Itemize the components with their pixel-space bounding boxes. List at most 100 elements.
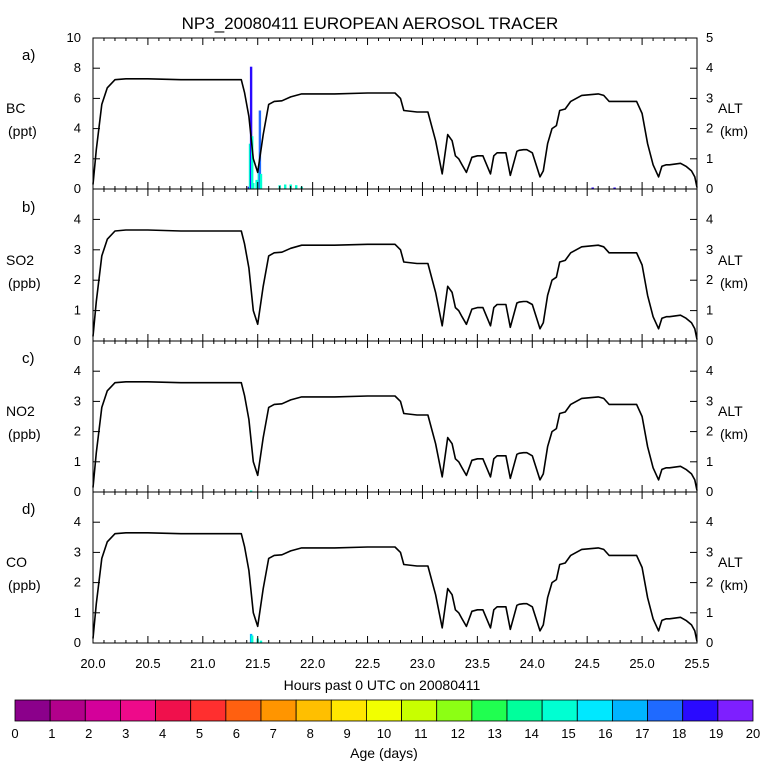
x-tick-label: 25.5: [684, 656, 709, 671]
panel-co: d) CO (ppb) ALT (km) 0 1 2 3 4 0 1 2 3 4: [6, 491, 748, 650]
colorbar-swatch: [49, 699, 86, 722]
y-tick-label: 6: [74, 90, 81, 105]
units-label: (ppb): [8, 577, 41, 593]
altitude-line: [92, 229, 698, 340]
y-tick-label: 1: [74, 605, 81, 620]
alt-tick-label: 3: [706, 242, 713, 257]
alt-tick-label: 4: [706, 514, 713, 529]
alt-tick-label: 1: [706, 605, 713, 620]
y-tick-label: 3: [74, 544, 81, 559]
y-tick-label: 4: [74, 514, 81, 529]
y-tick-label: 0: [74, 635, 81, 650]
tracer-bar: [249, 66, 253, 189]
panel-label: a): [22, 47, 35, 64]
tracer-bar: [252, 183, 255, 189]
alt-tick-label: 2: [706, 575, 713, 590]
panel-bc: a) BC (ppt) ALT (km) 0 2 4 6 8 10 0 1 2 3 4 5: [6, 30, 748, 196]
colorbar-swatch: [366, 699, 402, 722]
colorbar-tick-label: 11: [414, 726, 428, 741]
colorbar-tick-label: 12: [451, 726, 465, 741]
y-tick-label: 4: [74, 363, 81, 378]
colorbar-swatch: [14, 699, 51, 722]
colorbar-tick-label: 1: [48, 726, 55, 741]
alt-tick-label: 2: [706, 272, 713, 287]
tracer-bar: [591, 187, 594, 189]
y-tick-label: 8: [74, 60, 81, 75]
colorbar-swatch: [612, 699, 648, 722]
colorbar-swatch: [155, 699, 192, 722]
plot-frame: [92, 188, 698, 342]
y-tick-label: 2: [74, 575, 81, 590]
colorbar-swatch: [120, 699, 156, 722]
x-tick-labels: 20.0 20.5 21.0 21.5 22.0 22.5 23.0 23.5 24.0 24.5…: [80, 656, 709, 671]
colorbar-swatch: [190, 699, 227, 722]
altitude-line: [92, 381, 698, 491]
colorbar-swatch: [541, 699, 578, 722]
y-tick-label: 4: [74, 121, 81, 136]
alt-label: ALT: [718, 554, 743, 570]
y-tick-label: 2: [74, 272, 81, 287]
alt-tick-label: 3: [706, 393, 713, 408]
x-tick-label: 20.0: [80, 656, 105, 671]
alt-tick-label: 1: [706, 151, 713, 166]
plot-frame: [92, 491, 698, 644]
alt-tick-label: 5: [706, 30, 713, 45]
alt-units-label: (km): [720, 123, 748, 139]
x-tick-label: 22.5: [355, 656, 380, 671]
x-tick-label: 24.5: [575, 656, 600, 671]
colorbar-tick-label: 2: [85, 726, 92, 741]
plot-frame: [92, 37, 698, 190]
alt-units-label: (km): [720, 275, 748, 291]
x-tick-label: 23.5: [465, 656, 490, 671]
tracer-bar: [251, 136, 254, 189]
units-label: (ppt): [8, 123, 37, 139]
panel-label: b): [22, 199, 35, 216]
alt-label: ALT: [718, 252, 743, 268]
colorbar-swatch: [506, 699, 543, 722]
alt-tick-label: 0: [706, 333, 713, 348]
colorbar-swatch: [647, 699, 684, 722]
colorbar-tick-label: 14: [524, 726, 538, 741]
plot-frame: [92, 340, 698, 493]
alt-tick-label: 0: [706, 635, 713, 650]
alt-label: ALT: [718, 100, 743, 116]
panel-label: d): [22, 501, 35, 518]
y-tick-label: 1: [74, 303, 81, 318]
tracer-bar: [259, 640, 263, 643]
tracer-bar: [251, 635, 254, 643]
panel-no2: c) NO2 (ppb) ALT (km) 0 1 2 3 4 0 1 2 3 4: [6, 340, 748, 499]
y-tick-label: 3: [74, 393, 81, 408]
alt-tick-label: 3: [706, 90, 713, 105]
x-tick-label: 20.5: [135, 656, 160, 671]
panel-so2: b) SO2 (ppb) ALT (km) 0 1 2 3 4 0 1 2 3 4: [6, 188, 748, 348]
colorbar-tick-label: 4: [159, 726, 166, 741]
colorbar-swatch: [401, 699, 438, 722]
alt-units-label: (km): [720, 426, 748, 442]
units-label: (ppb): [8, 275, 41, 291]
tracer-bar: [284, 184, 287, 189]
tracer-bar: [258, 110, 262, 189]
x-tick-label: 21.0: [190, 656, 215, 671]
alt-label: ALT: [718, 403, 743, 419]
units-label: (ppb): [8, 426, 41, 442]
species-label: CO: [6, 554, 27, 570]
y-tick-label: 10: [67, 30, 81, 45]
colorbar-label: Age (days): [350, 745, 418, 761]
colorbar-swatch: [295, 699, 332, 722]
x-tick-label: 25.0: [629, 656, 654, 671]
x-tick-label: 22.0: [300, 656, 325, 671]
colorbar: 0 1 2 3 4 5 6 7 8 9 10 11 12 13 14 15 16 17 18 19 20: [11, 699, 760, 741]
colorbar-swatch: [471, 699, 508, 722]
altitude-line: [92, 78, 698, 188]
x-axis-label: Hours past 0 UTC on 20080411: [284, 677, 481, 693]
x-tick-label: 21.5: [245, 656, 270, 671]
colorbar-tick-label: 10: [377, 726, 391, 741]
colorbar-swatch: [260, 699, 297, 722]
y-tick-label: 0: [74, 181, 81, 196]
colorbar-swatch: [330, 699, 367, 722]
alt-tick-label: 4: [706, 60, 713, 75]
colorbar-swatch: [436, 699, 473, 722]
tracer-bar: [249, 490, 253, 492]
colorbar-swatch: [84, 699, 121, 722]
